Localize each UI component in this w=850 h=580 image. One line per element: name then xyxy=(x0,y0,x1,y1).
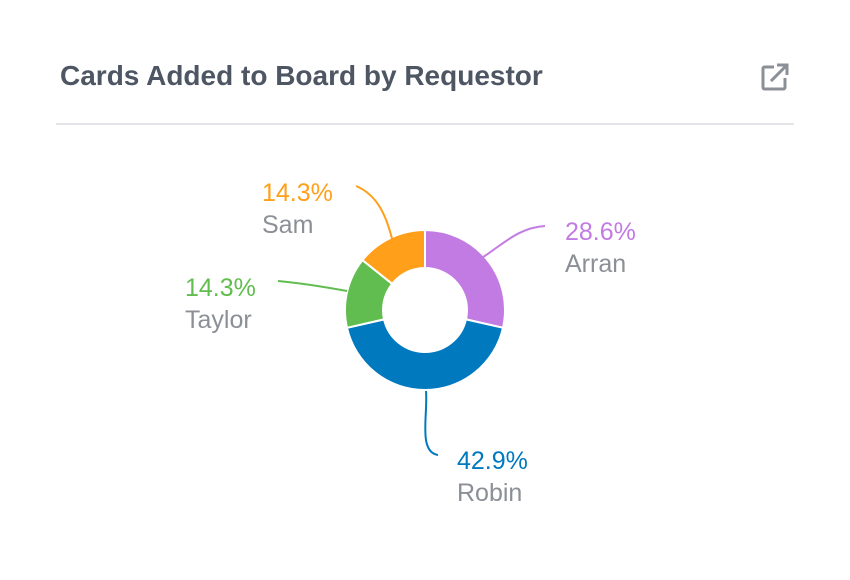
percent-label-taylor: 14.3% xyxy=(185,274,256,302)
open-in-new-button[interactable] xyxy=(758,60,792,94)
card-title: Cards Added to Board by Requestor xyxy=(60,60,543,91)
slice-name-label-taylor: Taylor xyxy=(185,306,252,334)
header-divider xyxy=(56,123,794,125)
slice-robin xyxy=(345,318,505,391)
slice-name-label-sam: Sam xyxy=(262,211,313,239)
leader-line-arran xyxy=(474,225,546,263)
percent-label-robin: 42.9% xyxy=(457,447,528,475)
slice-name-label-arran: Arran xyxy=(565,250,626,278)
leader-line-taylor xyxy=(277,280,348,292)
leader-line-sam xyxy=(355,185,394,243)
leader-line-robin xyxy=(424,390,439,456)
percent-label-sam: 14.3% xyxy=(262,179,333,207)
open-in-new-icon xyxy=(761,63,789,91)
slice-name-label-robin: Robin xyxy=(457,479,522,507)
slice-arran xyxy=(424,228,506,329)
slice-sam xyxy=(361,228,426,286)
percent-label-arran: 28.6% xyxy=(565,218,636,246)
